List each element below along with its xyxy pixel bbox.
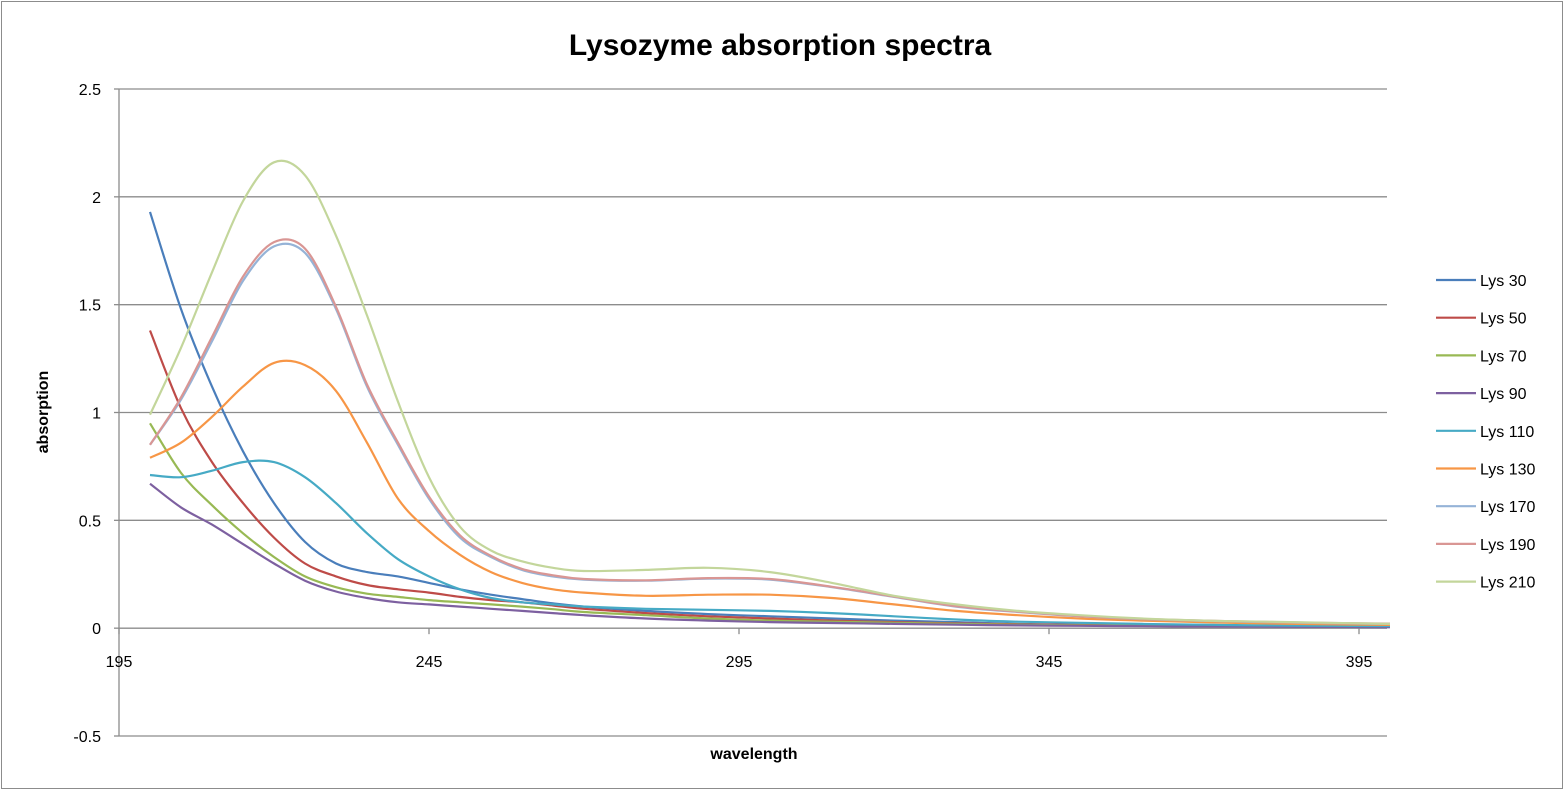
x-tick-label: 195 (106, 654, 133, 671)
x-tick-label: 245 (416, 654, 443, 671)
legend-label: Lys 30 (1480, 273, 1527, 290)
y-tick-label: 0 (92, 621, 101, 638)
legend-label: Lys 50 (1480, 311, 1527, 328)
series-line-lys-130 (149, 359, 1391, 626)
x-axis-label: wavelength (709, 746, 797, 763)
legend-label: Lys 190 (1480, 537, 1536, 554)
series-line-lys-210 (149, 159, 1391, 625)
y-tick-label: 1 (92, 406, 101, 423)
legend-label: Lys 130 (1480, 462, 1536, 479)
legend-label: Lys 210 (1480, 575, 1536, 592)
series-line-lys-190 (149, 238, 1391, 625)
legend-label: Lys 90 (1480, 386, 1527, 403)
y-tick-label: 0.5 (79, 513, 101, 530)
x-tick-label: 345 (1036, 654, 1063, 671)
chart-title: Lysozyme absorption spectra (569, 29, 992, 62)
x-tick-label: 295 (726, 654, 753, 671)
legend-label: Lys 170 (1480, 499, 1536, 516)
series-line-lys-70 (149, 422, 1391, 628)
y-axis-label: absorption (35, 371, 52, 454)
y-tick-label: 2 (92, 190, 101, 207)
legend-label: Lys 70 (1480, 348, 1527, 365)
series-line-lys-30 (148, 211, 1391, 629)
y-tick-label: 2.5 (79, 82, 101, 99)
series-line-lys-170 (149, 242, 1391, 625)
series-line-lys-50 (148, 330, 1391, 628)
series-line-lys-90 (149, 482, 1391, 629)
legend-label: Lys 110 (1480, 424, 1534, 441)
y-tick-label: -0.5 (73, 729, 101, 746)
series-line-lys-110 (149, 459, 1391, 628)
x-tick-label: 395 (1346, 654, 1373, 671)
y-tick-label: 1.5 (79, 298, 101, 315)
